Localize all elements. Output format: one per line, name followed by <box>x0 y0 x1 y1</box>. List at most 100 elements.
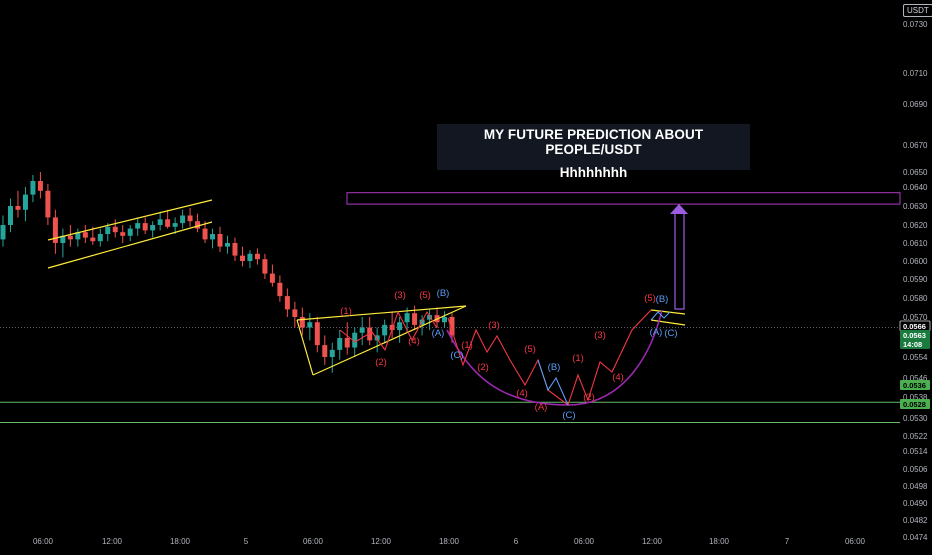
channel-lower-line <box>47 221 213 269</box>
candle-body <box>359 327 365 333</box>
x-tick-label: 18:00 <box>170 537 191 546</box>
y-tick-label: 0.0490 <box>903 499 928 508</box>
candle-body <box>314 322 320 346</box>
y-tick-label: 0.0610 <box>903 239 928 248</box>
x-tick-label: 18:00 <box>709 537 730 546</box>
y-tick-label: 0.0482 <box>903 516 928 525</box>
wave-label: (A) <box>650 327 663 338</box>
candle-body <box>105 226 111 234</box>
wedge-wave-path <box>339 310 438 352</box>
wedge-lower-line <box>312 305 467 376</box>
candle-body <box>322 345 328 357</box>
candle-body <box>0 225 6 240</box>
candle-body <box>217 234 223 247</box>
wave-label: (4) <box>516 388 528 399</box>
y-tick-label: 0.0710 <box>903 69 928 78</box>
y-tick-label: 0.0522 <box>903 432 928 441</box>
y-tick-label: 0.0690 <box>903 100 928 109</box>
price-tag-bg <box>900 399 930 409</box>
x-tick-label: 06:00 <box>303 537 324 546</box>
candle-body <box>67 235 73 240</box>
target-zone-box <box>346 192 901 205</box>
y-tick-label: 0.0620 <box>903 221 928 230</box>
candle-body <box>292 309 298 317</box>
x-tick-label: 7 <box>785 537 790 546</box>
candle-body <box>412 313 418 325</box>
wave-label: (2) <box>375 357 387 368</box>
candle-body <box>82 232 88 238</box>
flag-wave-path <box>650 311 671 321</box>
wave-label: (B) <box>548 362 561 373</box>
wave-label: (2) <box>583 392 595 403</box>
candle-body <box>262 259 268 274</box>
candle-body <box>37 181 43 191</box>
y-tick-label: 0.0730 <box>903 20 928 29</box>
x-tick-label: 12:00 <box>102 537 123 546</box>
price-tag-label: 0.0528 <box>903 400 926 409</box>
candle-body <box>269 273 275 283</box>
wave-label: (C) <box>450 350 463 361</box>
candle-body <box>344 338 350 348</box>
candle-body <box>397 322 403 331</box>
y-tick-label: 0.0630 <box>903 202 928 211</box>
candle-body <box>239 255 245 261</box>
candle-body <box>180 215 186 224</box>
y-tick-label: 0.0590 <box>903 275 928 284</box>
candle-body <box>329 349 335 357</box>
wave-label: (2) <box>477 362 489 373</box>
y-tick-label: 0.0670 <box>903 141 928 150</box>
elliott-wave-path <box>447 309 652 406</box>
candle-body <box>225 243 230 247</box>
y-tick-label: 0.0498 <box>903 482 928 491</box>
candle-body <box>404 313 410 323</box>
candle-body <box>284 296 290 310</box>
candle-body <box>135 223 141 229</box>
x-tick-label: 06:00 <box>845 537 866 546</box>
candle-body <box>60 235 66 243</box>
annotation-subtitle: Hhhhhhhh <box>559 165 628 180</box>
price-tag-bg <box>900 339 930 349</box>
candle-body <box>150 225 156 231</box>
candle-body <box>307 322 313 328</box>
y-tick-label: 0.0530 <box>903 414 928 423</box>
candle-body <box>142 223 148 231</box>
candle-body <box>165 219 171 227</box>
candle-body <box>187 215 193 222</box>
candle-body <box>22 194 28 210</box>
x-tick-label: 5 <box>244 537 249 546</box>
target-arrow-shaft <box>674 212 685 310</box>
currency-badge[interactable]: USDT <box>903 4 932 17</box>
price-tag-label: 0.0566 <box>903 322 926 331</box>
price-tag-bg <box>900 330 930 340</box>
correction-wave-path <box>537 359 569 406</box>
candle-body <box>30 181 36 195</box>
wave-label: (3) <box>394 290 406 301</box>
wave-label: (B) <box>656 294 669 305</box>
x-tick-label: 06:00 <box>33 537 54 546</box>
y-tick-label: 0.0514 <box>903 447 928 456</box>
candle-body <box>7 206 13 225</box>
wedge-upper-line <box>296 305 467 321</box>
y-tick-label: 0.0640 <box>903 183 928 192</box>
candle-body <box>232 243 238 256</box>
candle-body <box>427 315 433 320</box>
wave-label: (5) <box>644 293 656 304</box>
candle-body <box>337 338 343 350</box>
price-tag-label: 14:08 <box>903 340 922 349</box>
target-arrow-head <box>670 204 688 214</box>
y-tick-label: 0.0474 <box>903 533 928 542</box>
candle-body <box>112 226 118 233</box>
wave-label: (1) <box>572 353 584 364</box>
candle-body <box>299 317 305 328</box>
candle-body <box>90 237 96 242</box>
candle-body <box>247 253 253 261</box>
candle-body <box>277 282 283 297</box>
x-tick-label: 12:00 <box>642 537 663 546</box>
candle-body <box>97 234 103 242</box>
x-tick-label: 12:00 <box>371 537 392 546</box>
candle-body <box>210 234 216 240</box>
annotation-box[interactable]: MY FUTURE PREDICTION ABOUT PEOPLE/USDT H… <box>437 124 750 180</box>
wave-label: (C) <box>664 328 677 339</box>
